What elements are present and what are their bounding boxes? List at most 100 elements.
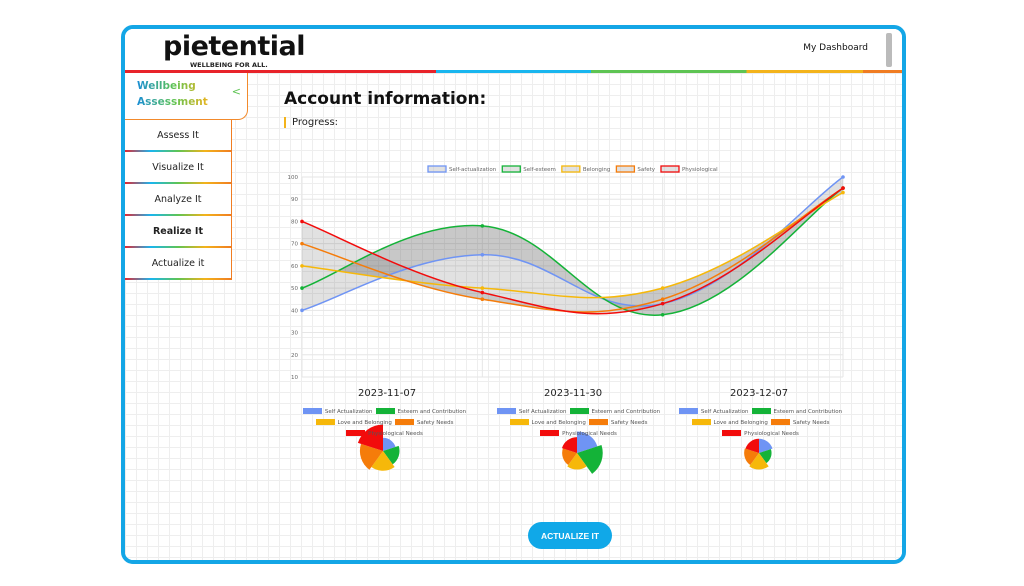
legend-label: Esteem and Contribution [397, 409, 467, 415]
pie-title: 2023-11-07 [358, 388, 417, 399]
chevron-left-icon[interactable]: < [231, 85, 241, 98]
legend-label: Self-esteem [523, 167, 556, 173]
polar-segment-1 [759, 438, 773, 453]
data-point [300, 308, 304, 313]
legend-label: Self Actualization [324, 409, 373, 415]
legend-swatch [751, 408, 771, 414]
y-tick-label: 60 [291, 264, 298, 270]
y-tick-label: 70 [291, 242, 298, 248]
legend-swatch [346, 430, 366, 436]
sidebar-title-line1: Wellbeing [137, 78, 247, 94]
sidebar-item-realize[interactable]: Realize It [125, 216, 232, 248]
legend-label: Physiological [682, 167, 718, 173]
legend-swatch [496, 408, 516, 414]
data-point [300, 286, 304, 290]
data-point [480, 224, 485, 228]
pie-legend: Self Actualization Esteem and Contributio… [487, 407, 667, 440]
data-point [841, 190, 845, 195]
polar-segment-3 [749, 453, 769, 470]
legend-label: Safety Needs [610, 420, 648, 426]
legend-swatch [302, 408, 322, 414]
y-tick-label: 30 [291, 331, 298, 337]
data-point [300, 241, 304, 246]
legend-label: Physiological Needs [562, 431, 617, 437]
legend-label: Physiological Needs [744, 431, 799, 437]
rainbow-divider [125, 70, 902, 73]
polar-segment-5 [561, 437, 577, 453]
sidebar-item-analyze[interactable]: Analyze It [125, 184, 232, 216]
legend-label: Safety Needs [416, 420, 454, 426]
legend-swatch [770, 419, 790, 425]
data-point [300, 219, 304, 224]
y-tick-label: 50 [291, 286, 298, 292]
legend-label: Esteem and Contribution [773, 409, 843, 415]
legend-label: Self-actualization [449, 167, 497, 173]
polar-segment-2 [383, 445, 400, 465]
legend-label: Love and Belonging [531, 420, 586, 426]
polar-segment-3 [567, 453, 587, 470]
series-fill [302, 188, 843, 314]
logo-tagline: WELLBEING FOR ALL. [190, 61, 268, 69]
polar-segment-5 [357, 424, 383, 451]
y-tick-label: 100 [288, 175, 299, 181]
header: pietential WELLBEING FOR ALL. My Dashboa… [125, 29, 902, 70]
legend-swatch [509, 419, 529, 425]
pie-title: 2023-11-30 [544, 388, 603, 399]
series-line-belonging [301, 191, 844, 299]
actualize-it-button[interactable]: ACTUALIZE IT [528, 522, 612, 549]
polar-segment-2 [759, 449, 772, 464]
legend-swatch [315, 419, 335, 425]
pie-legend: Self Actualization Esteem and Contributio… [293, 407, 473, 440]
legend-item[interactable]: Safety [615, 165, 656, 173]
legend-label: Safety [637, 167, 655, 173]
legend-item[interactable]: Self-esteem [501, 165, 556, 173]
legend-item[interactable]: Self-actualization [427, 165, 497, 173]
y-tick-label: 10 [291, 375, 298, 381]
series-fill [302, 177, 843, 316]
legend-swatch [691, 419, 711, 425]
legend-label: Love and Belonging [713, 420, 768, 426]
series-line-safety [301, 187, 844, 313]
my-dashboard-link[interactable]: My Dashboard [803, 43, 868, 53]
page-title: Account information: [284, 89, 487, 109]
polar-segment-5 [745, 438, 759, 453]
legend-swatch [540, 430, 560, 436]
legend-item[interactable]: Belonging [561, 165, 611, 173]
data-point [660, 286, 665, 290]
data-point [300, 264, 304, 268]
y-tick-label: 80 [291, 219, 298, 225]
polar-segment-4 [562, 448, 577, 466]
legend-swatch [722, 430, 742, 436]
data-point [841, 186, 845, 190]
legend-swatch [678, 408, 698, 414]
y-tick-label: 20 [291, 353, 298, 359]
series-line-physiological [301, 187, 844, 315]
legend-label: Physiological Needs [368, 431, 423, 437]
polar-segment-2 [577, 445, 603, 474]
legend-label: Safety Needs [792, 420, 830, 426]
data-point [660, 297, 665, 302]
legend-swatch [569, 408, 589, 414]
data-point [480, 297, 485, 302]
legend-swatch [375, 408, 395, 414]
progress-label: Progress: [284, 117, 338, 128]
y-tick-label: 90 [291, 197, 298, 203]
logo[interactable]: pietential WELLBEING FOR ALL. [163, 31, 305, 70]
pie-title: 2023-12-07 [730, 388, 789, 399]
legend-item[interactable]: Physiological [660, 165, 718, 173]
legend-label: Love and Belonging [337, 420, 392, 426]
data-point [660, 312, 665, 317]
sidebar-item-visualize[interactable]: Visualize It [125, 152, 232, 184]
sidebar-title-line2: Assessment [137, 94, 247, 110]
app-window: pietential WELLBEING FOR ALL. My Dashboa… [121, 25, 906, 564]
data-point [480, 252, 485, 257]
legend-label: Self Actualization [700, 409, 749, 415]
scrollbar[interactable] [886, 33, 892, 67]
sidebar-header: Wellbeing Assessment < [125, 73, 248, 120]
logo-text: pietential [163, 31, 305, 62]
main-content [125, 73, 902, 560]
sidebar-item-assess[interactable]: Assess It [125, 120, 232, 152]
sidebar-item-actualize[interactable]: Actualize it [125, 248, 232, 280]
pie-legend: Self Actualization Esteem and Contributio… [669, 407, 849, 440]
legend-swatch [394, 419, 414, 425]
